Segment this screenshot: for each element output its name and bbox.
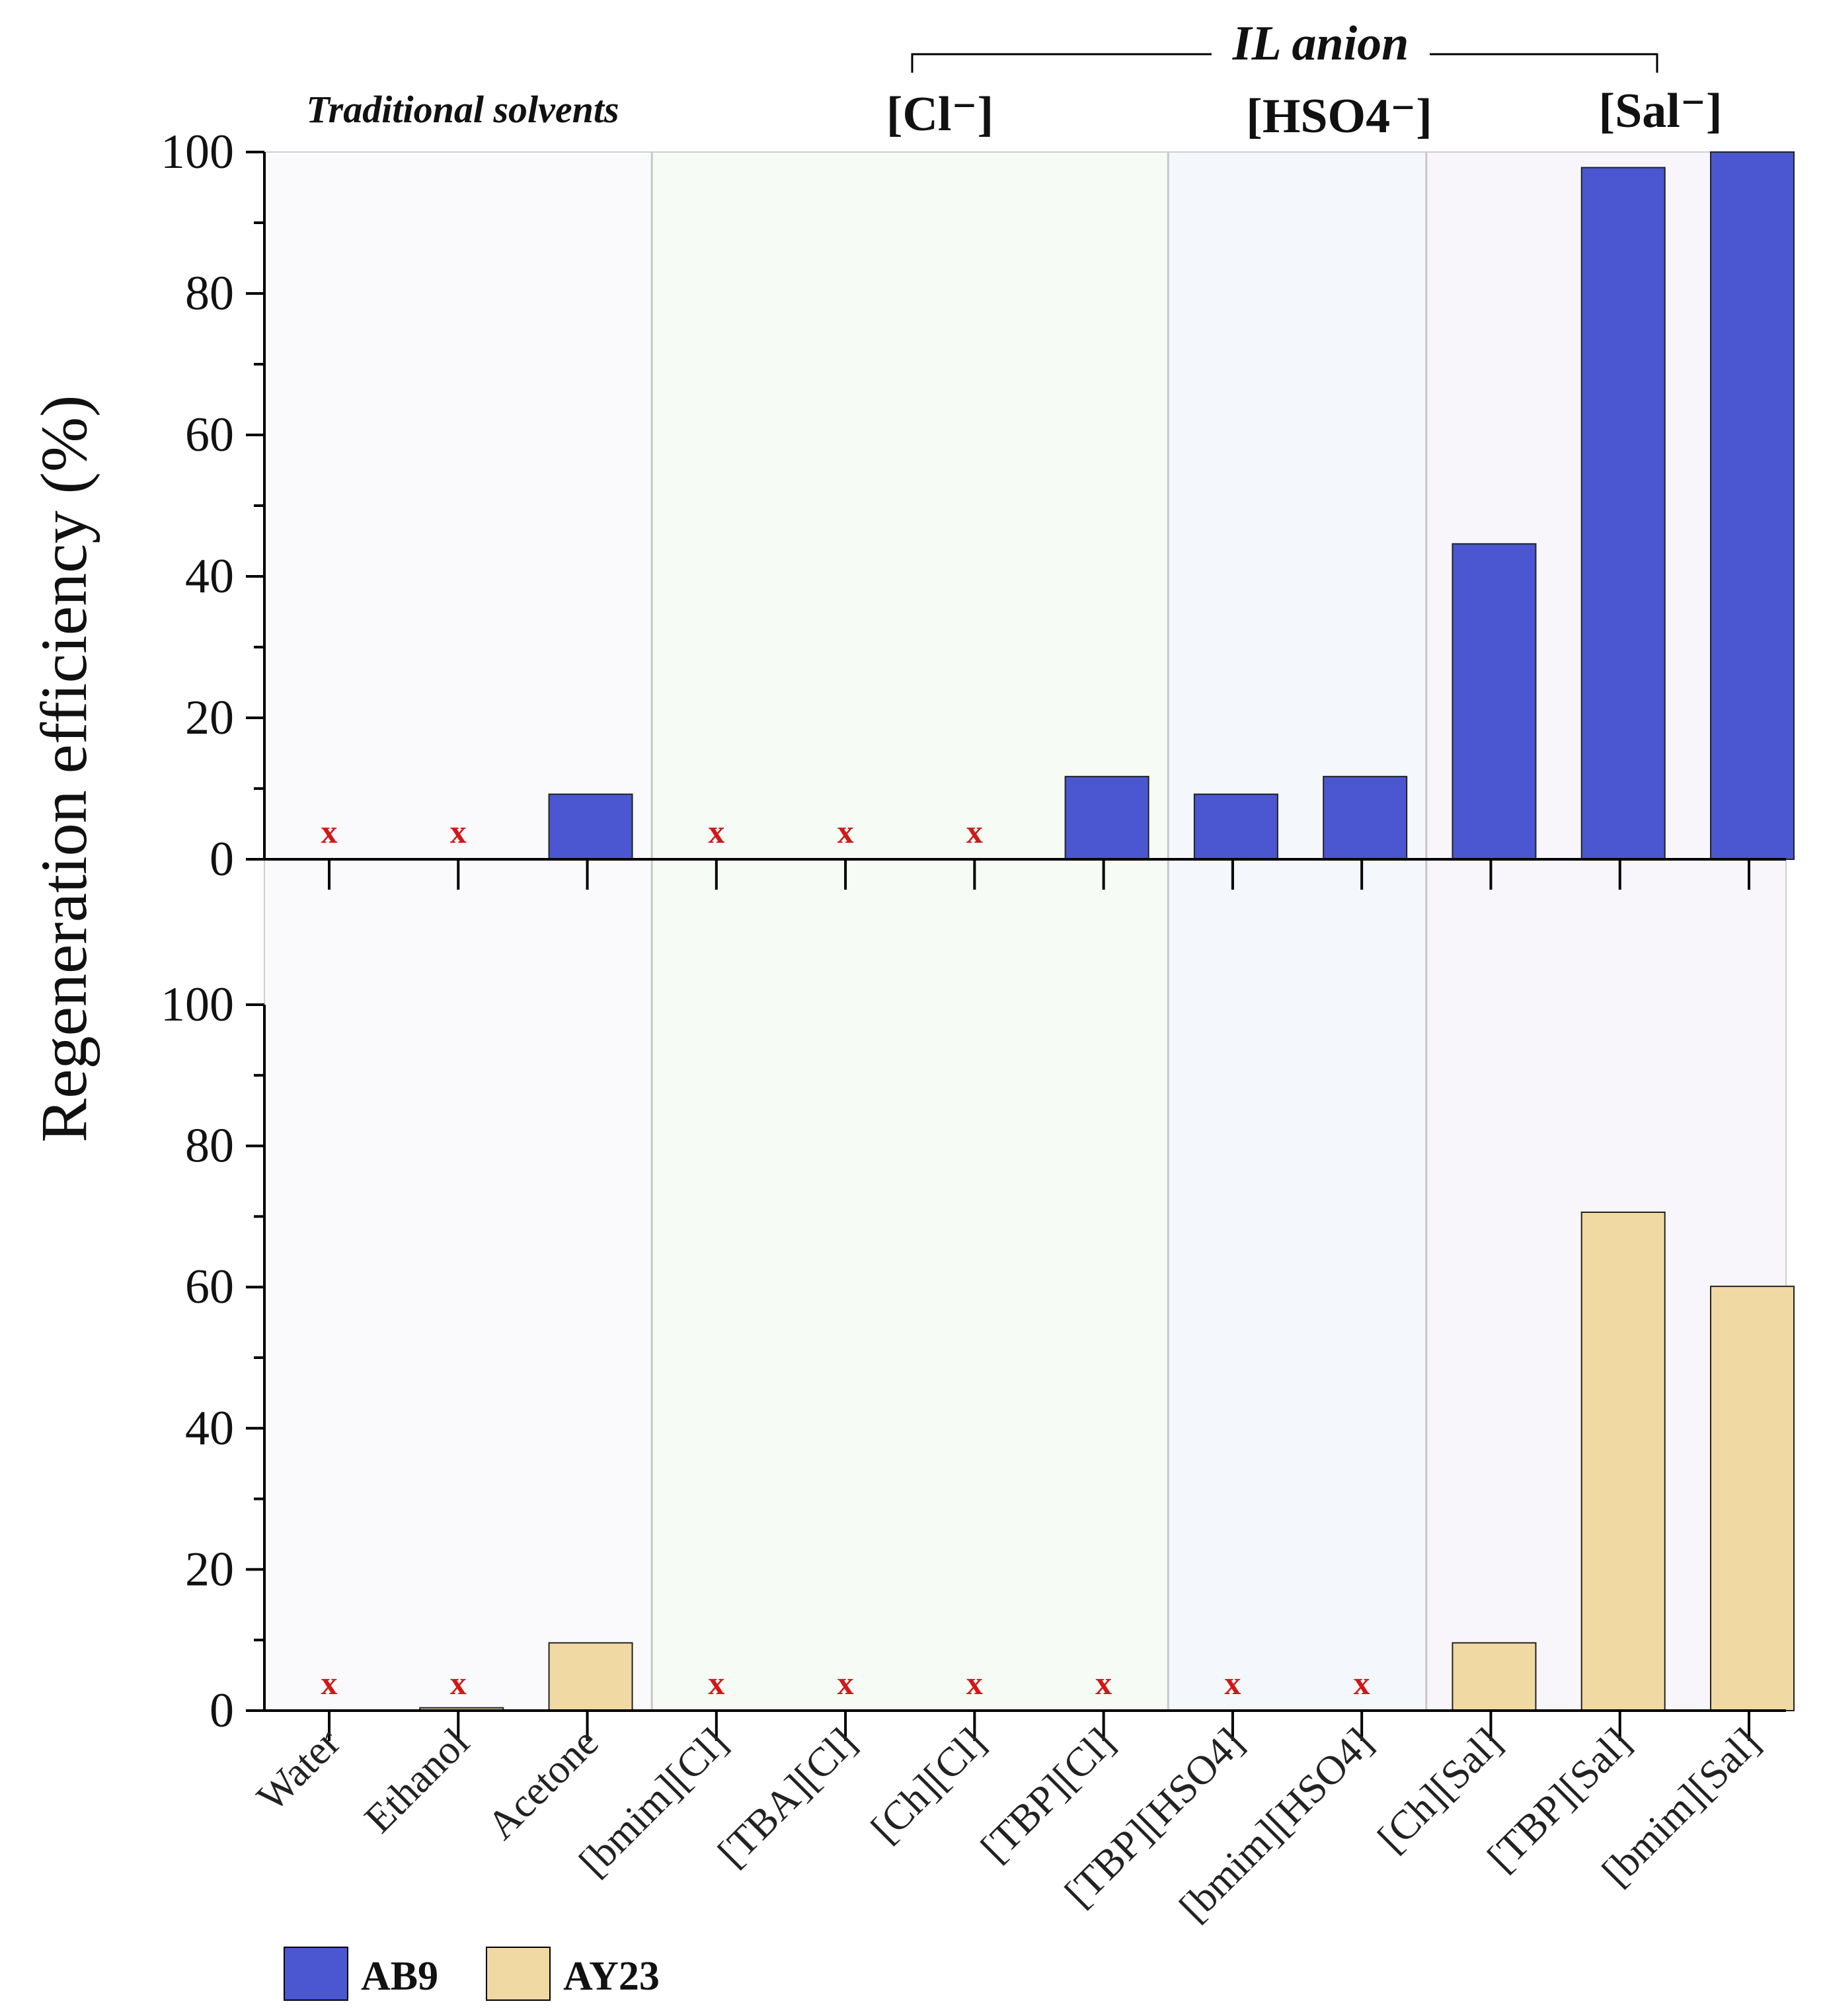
axes <box>246 151 1786 1741</box>
region-label-hso4: [HSO4⁻] <box>1246 89 1432 143</box>
legend-label-ab9: AB9 <box>361 1954 438 1999</box>
region-bg-2 <box>1168 152 1426 1711</box>
bar-ab9-9 <box>1452 543 1537 861</box>
bar-ab9-6 <box>1064 775 1149 861</box>
y-tick-label-0-40: 40 <box>185 549 234 603</box>
y-axis-label: Regeneration efficiency (%) <box>27 395 100 1143</box>
category-label-5: [Ch][Cl] <box>863 1720 994 1851</box>
y-tick-label-0-60: 60 <box>185 408 234 462</box>
bars-panel-bottom <box>419 1211 1795 1712</box>
not-regenerated-marker-ab9-0: x <box>321 813 338 850</box>
bar-ab9-2 <box>548 793 633 861</box>
not-regenerated-marker-ay23-1: x <box>450 1664 467 1701</box>
y-tick-label-1-20: 20 <box>185 1542 234 1596</box>
category-label-1: Ethanol <box>356 1720 478 1842</box>
region-label-cl: [Cl⁻] <box>886 87 993 141</box>
group-annotations: IL anion Traditional solvents [Cl⁻] [HSO… <box>306 17 1722 143</box>
bar-ab9-7 <box>1193 793 1278 861</box>
bar-ab9-11 <box>1710 151 1795 860</box>
legend-swatch-ay23 <box>486 1947 551 2001</box>
bar-ay23-11 <box>1710 1286 1795 1711</box>
region-bg-0 <box>264 152 652 1711</box>
x-markers: x x x x x x x x x x x x x <box>321 813 1370 1701</box>
y-tick-label-0-0: 0 <box>210 832 234 886</box>
not-regenerated-marker-ab9-4: x <box>837 813 854 850</box>
il-anion-label: IL anion <box>1232 17 1409 71</box>
x-tick-labels: Water Ethanol Acetone[bmim][Cl][TBA][Cl][C… <box>249 1720 1769 1931</box>
y-tick-label-1-0: 0 <box>210 1684 234 1738</box>
not-regenerated-marker-ay23-8: x <box>1354 1664 1370 1701</box>
bars-panel-top <box>548 151 1795 861</box>
category-label-2: Acetone <box>479 1720 607 1848</box>
not-regenerated-marker-ay23-0: x <box>321 1664 338 1701</box>
bar-ab9-8 <box>1323 775 1408 861</box>
bar-ay23-10 <box>1580 1211 1666 1711</box>
y-tick-label-1-100: 100 <box>161 978 234 1032</box>
il-anion-bracket <box>911 53 1658 73</box>
not-regenerated-marker-ay23-3: x <box>708 1664 724 1701</box>
not-regenerated-marker-ab9-3: x <box>708 813 724 850</box>
legend-swatch-ab9 <box>284 1947 348 2001</box>
bar-ay23-2 <box>548 1642 633 1711</box>
legend: AB9 AY23 <box>284 1947 660 2001</box>
not-regenerated-marker-ab9-1: x <box>450 813 467 850</box>
not-regenerated-marker-ay23-6: x <box>1095 1664 1112 1701</box>
region-backgrounds <box>264 151 1787 1711</box>
category-label-0: Water <box>249 1720 349 1820</box>
y-tick-label-1-40: 40 <box>185 1401 234 1455</box>
category-label-4: [TBA][Cl] <box>709 1720 865 1876</box>
y-tick-label-1-80: 80 <box>185 1119 234 1173</box>
not-regenerated-marker-ab9-5: x <box>966 813 983 850</box>
y-tick-label-0-80: 80 <box>185 266 234 321</box>
not-regenerated-marker-ay23-4: x <box>837 1664 854 1701</box>
not-regenerated-marker-ay23-7: x <box>1224 1664 1241 1701</box>
region-bg-1 <box>652 152 1169 1711</box>
bar-ay23-9 <box>1452 1642 1537 1711</box>
y-tick-labels: 0 20 40 60 80 100 0 20 40 60 80 100 <box>161 125 234 1738</box>
legend-label-ay23: AY23 <box>563 1954 660 1999</box>
region-label-sal: [Sal⁻] <box>1598 84 1722 138</box>
y-tick-label-0-100: 100 <box>161 125 234 179</box>
y-tick-label-1-60: 60 <box>185 1260 234 1314</box>
not-regenerated-marker-ay23-5: x <box>966 1664 983 1701</box>
region-label-traditional: Traditional solvents <box>306 88 619 131</box>
bar-ab9-10 <box>1580 167 1666 860</box>
y-tick-label-0-20: 20 <box>185 691 234 745</box>
